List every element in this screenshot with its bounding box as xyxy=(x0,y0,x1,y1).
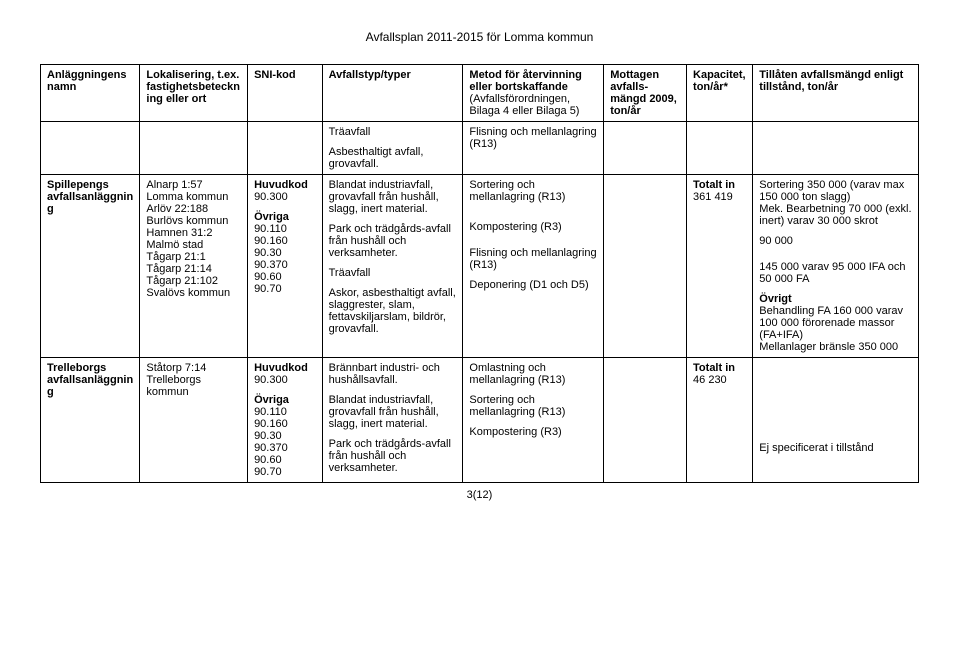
header-name: Anläggningens namn xyxy=(41,65,140,122)
document-title: Avfallsplan 2011-2015 för Lomma kommun xyxy=(40,30,919,44)
sni-other: 90.110 90.160 90.30 90.370 90.60 90.70 xyxy=(254,223,316,295)
cell-sni: Huvudkod 90.300 Övriga 90.110 90.160 90.… xyxy=(248,175,323,358)
table-row: Träavfall Asbesthaltigt avfall, grovavfa… xyxy=(41,122,919,175)
cell-text: Blandat industriavfall, grovavfall från … xyxy=(329,179,457,215)
cell-empty xyxy=(248,122,323,175)
total-val: 361 419 xyxy=(693,191,746,203)
cell-allowed: Ej specificerat i tillstånd xyxy=(753,358,919,483)
cell-name: Trelleborgs avfallsanläggning xyxy=(41,358,140,483)
cell-text: Sortering och mellanlagring (R13) xyxy=(469,179,597,203)
header-received: Mottagen avfalls-mängd 2009, ton/år xyxy=(604,65,687,122)
cell-types: Blandat industriavfall, grovavfall från … xyxy=(322,175,463,358)
cell-text: Träavfall xyxy=(329,126,457,138)
sni-other-head: Övriga xyxy=(254,394,316,406)
cell-text: Park och trädgårds-avfall från hushåll o… xyxy=(329,438,457,474)
cell-text: Ej specificerat i tillstånd xyxy=(759,442,912,454)
cell-name: Spillepengs avfallsanläggning xyxy=(41,175,140,358)
sni-other-head: Övriga xyxy=(254,211,316,223)
header-method-sub: (Avfallsförordningen, Bilaga 4 eller Bil… xyxy=(469,93,579,117)
cell-method: Sortering och mellanlagring (R13) Kompos… xyxy=(463,175,604,358)
cell-text: Mellanlager bränsle 350 000 xyxy=(759,341,912,353)
cell-empty xyxy=(41,122,140,175)
cell-empty xyxy=(604,175,687,358)
cell-text: Övrigt xyxy=(759,293,912,305)
cell-empty xyxy=(140,122,248,175)
cell-text: Behandling FA 160 000 varav 100 000 föro… xyxy=(759,305,912,341)
facility-name: Trelleborgs avfallsanläggning xyxy=(47,362,133,398)
cell-method: Flisning och mellanlagring (R13) xyxy=(463,122,604,175)
cell-types: Brännbart industri- och hushållsavfall. … xyxy=(322,358,463,483)
cell-text: Deponering (D1 och D5) xyxy=(469,279,597,291)
cell-text: Kompostering (R3) xyxy=(469,426,597,438)
cell-text: Sortering 350 000 (varav max 150 000 ton… xyxy=(759,179,912,203)
cell-text: Askor, asbesthaltigt avfall, slaggrester… xyxy=(329,287,457,335)
header-method-main: Metod för återvinning eller bortskaffand… xyxy=(469,69,581,93)
cell-text: Omlastning och mellanlagring (R13) xyxy=(469,362,597,386)
cell-empty xyxy=(604,358,687,483)
header-sni: SNI-kod xyxy=(248,65,323,122)
header-type: Avfallstyp/typer xyxy=(322,65,463,122)
table-header-row: Anläggningens namn Lokalisering, t.ex. f… xyxy=(41,65,919,122)
cell-text: Brännbart industri- och hushållsavfall. xyxy=(329,362,457,386)
sni-head: Huvudkod xyxy=(254,362,316,374)
cell-empty xyxy=(687,122,753,175)
cell-loc: Alnarp 1:57 Lomma kommun Arlöv 22:188 Bu… xyxy=(140,175,248,358)
cell-loc: Ståtorp 7:14 Trelleborgs kommun xyxy=(140,358,248,483)
table-row: Trelleborgs avfallsanläggning Ståtorp 7:… xyxy=(41,358,919,483)
sni-main: 90.300 xyxy=(254,191,316,203)
cell-capacity: Totalt in 46 230 xyxy=(687,358,753,483)
cell-text: Kompostering (R3) xyxy=(469,221,597,233)
cell-allowed: Sortering 350 000 (varav max 150 000 ton… xyxy=(753,175,919,358)
total-val: 46 230 xyxy=(693,374,746,386)
cell-text: Blandat industriavfall, grovavfall från … xyxy=(329,394,457,430)
page-number: 3(12) xyxy=(40,489,919,501)
cell-types: Träavfall Asbesthaltigt avfall, grovavfa… xyxy=(322,122,463,175)
total-head: Totalt in xyxy=(693,362,746,374)
cell-method: Omlastning och mellanlagring (R13) Sorte… xyxy=(463,358,604,483)
cell-text: Park och trädgårds-avfall från hushåll o… xyxy=(329,223,457,259)
waste-table: Anläggningens namn Lokalisering, t.ex. f… xyxy=(40,64,919,483)
header-capacity: Kapacitet, ton/år* xyxy=(687,65,753,122)
sni-other: 90.110 90.160 90.30 90.370 90.60 90.70 xyxy=(254,406,316,478)
cell-sni: Huvudkod 90.300 Övriga 90.110 90.160 90.… xyxy=(248,358,323,483)
cell-capacity: Totalt in 361 419 xyxy=(687,175,753,358)
cell-text: 145 000 varav 95 000 IFA och 50 000 FA xyxy=(759,261,912,285)
cell-text: Träavfall xyxy=(329,267,457,279)
cell-empty xyxy=(753,122,919,175)
table-row: Spillepengs avfallsanläggning Alnarp 1:5… xyxy=(41,175,919,358)
cell-text: Mek. Bearbetning 70 000 (exkl. inert) va… xyxy=(759,203,912,227)
cell-text: Flisning och mellanlagring (R13) xyxy=(469,247,597,271)
sni-head: Huvudkod xyxy=(254,179,316,191)
cell-text: Sortering och mellanlagring (R13) xyxy=(469,394,597,418)
facility-name: Spillepengs avfallsanläggning xyxy=(47,179,133,215)
header-allowed: Tillåten avfallsmängd enligt tillstånd, … xyxy=(753,65,919,122)
header-loc: Lokalisering, t.ex. fastighetsbeteckning… xyxy=(140,65,248,122)
cell-empty xyxy=(604,122,687,175)
sni-main: 90.300 xyxy=(254,374,316,386)
cell-text: 90 000 xyxy=(759,235,912,247)
header-method: Metod för återvinning eller bortskaffand… xyxy=(463,65,604,122)
cell-text: Asbesthaltigt avfall, grovavfall. xyxy=(329,146,457,170)
total-head: Totalt in xyxy=(693,179,746,191)
